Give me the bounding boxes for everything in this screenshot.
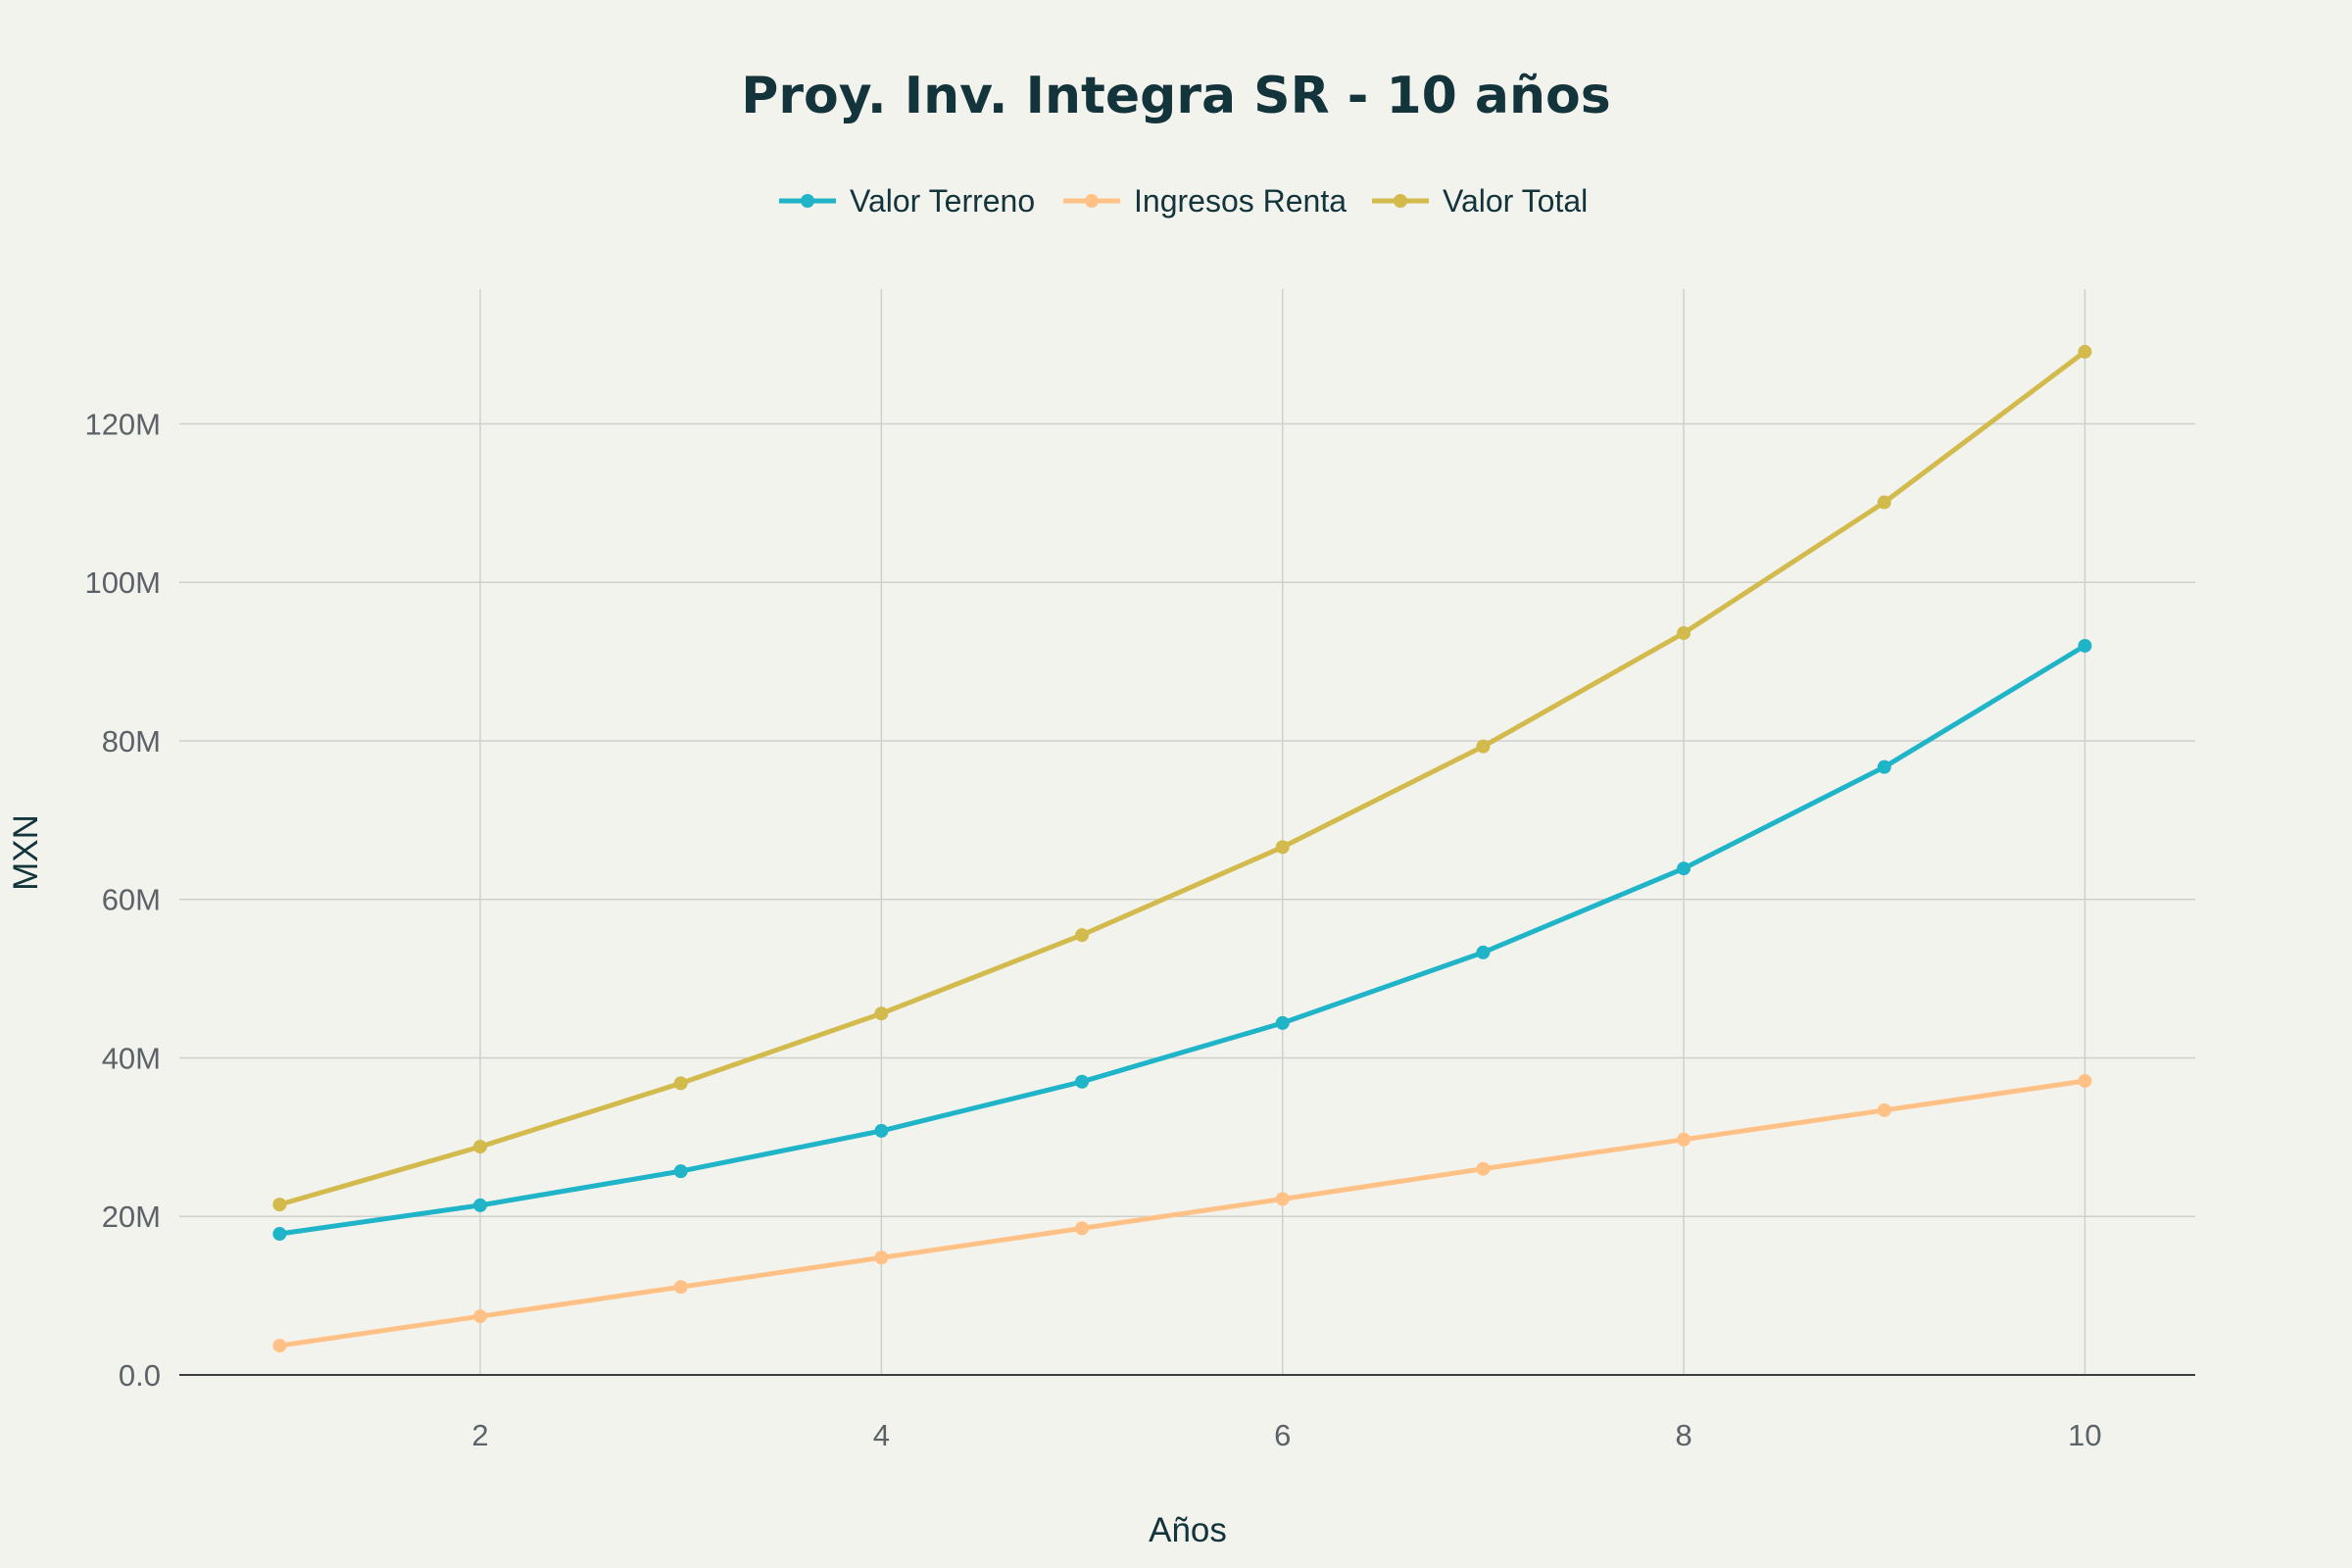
x-axis-title: Años	[1149, 1511, 1227, 1549]
series	[272, 344, 2092, 1212]
y-tick-label: 120M	[84, 407, 161, 441]
y-tick-label: 100M	[84, 565, 161, 600]
legend-item[interactable]: Ingresos Renta	[1063, 183, 1347, 219]
data-point[interactable]	[874, 1123, 889, 1138]
legend[interactable]: Valor Terreno Ingresos Renta Valor Total	[779, 183, 1588, 219]
chart-title: Proy. Inv. Integra SR - 10 años	[741, 67, 1610, 125]
data-point[interactable]	[1275, 840, 1290, 855]
y-axis-title: MXN	[7, 814, 45, 891]
legend-label: Valor Total	[1443, 183, 1588, 219]
data-point[interactable]	[874, 1250, 889, 1265]
data-point[interactable]	[1877, 1102, 1891, 1117]
data-point[interactable]	[1677, 861, 1691, 876]
data-point[interactable]	[272, 1198, 287, 1212]
y-tick-label: 20M	[102, 1200, 161, 1234]
data-point[interactable]	[473, 1140, 488, 1154]
series	[272, 638, 2092, 1242]
series-line	[276, 349, 2087, 1207]
data-point[interactable]	[1476, 739, 1491, 754]
data-point[interactable]	[874, 1006, 889, 1021]
legend-swatch-marker	[1085, 194, 1099, 208]
y-tick-label: 60M	[102, 883, 161, 917]
x-tick-label: 8	[1675, 1418, 1691, 1452]
x-axis: 2 4 6 8 10	[471, 1418, 2101, 1452]
y-tick-label: 0.0	[119, 1358, 161, 1393]
data-point[interactable]	[1075, 928, 1090, 943]
x-tick-label: 10	[2068, 1418, 2101, 1452]
x-tick-label: 2	[471, 1418, 488, 1452]
legend-label: Ingresos Renta	[1134, 183, 1347, 219]
data-point[interactable]	[1275, 1192, 1290, 1206]
grid	[179, 289, 2195, 1376]
data-point[interactable]	[1075, 1074, 1090, 1089]
data-point[interactable]	[1677, 626, 1691, 641]
data-point[interactable]	[473, 1198, 488, 1212]
data-point[interactable]	[1877, 760, 1891, 774]
series-line	[276, 643, 2087, 1237]
data-point[interactable]	[1075, 1221, 1090, 1236]
y-tick-label: 80M	[102, 724, 161, 759]
legend-swatch-marker	[1394, 194, 1407, 208]
data-point[interactable]	[2078, 638, 2092, 653]
y-tick-label: 40M	[102, 1041, 161, 1075]
data-point[interactable]	[1476, 1161, 1491, 1176]
data-point[interactable]	[1476, 945, 1491, 959]
data-point[interactable]	[1677, 1132, 1691, 1147]
legend-item[interactable]: Valor Total	[1372, 183, 1588, 219]
data-point[interactable]	[673, 1076, 688, 1091]
data-point[interactable]	[272, 1339, 287, 1353]
data-point[interactable]	[2078, 344, 2092, 359]
series	[272, 1073, 2092, 1353]
data-point[interactable]	[1275, 1015, 1290, 1030]
data-point[interactable]	[473, 1309, 488, 1324]
series-line	[276, 1078, 2087, 1348]
data-point[interactable]	[673, 1280, 688, 1295]
legend-item[interactable]: Valor Terreno	[779, 183, 1035, 219]
x-tick-label: 6	[1274, 1418, 1291, 1452]
data-point[interactable]	[272, 1227, 287, 1242]
plot-area	[272, 344, 2092, 1353]
legend-label: Valor Terreno	[850, 183, 1035, 219]
data-point[interactable]	[2078, 1073, 2092, 1088]
x-tick-label: 4	[873, 1418, 890, 1452]
data-point[interactable]	[1877, 495, 1891, 510]
y-axis: 0.0 20M 40M 60M 80M 100M 120M	[84, 407, 161, 1393]
data-point[interactable]	[673, 1164, 688, 1179]
legend-swatch-marker	[801, 194, 814, 208]
